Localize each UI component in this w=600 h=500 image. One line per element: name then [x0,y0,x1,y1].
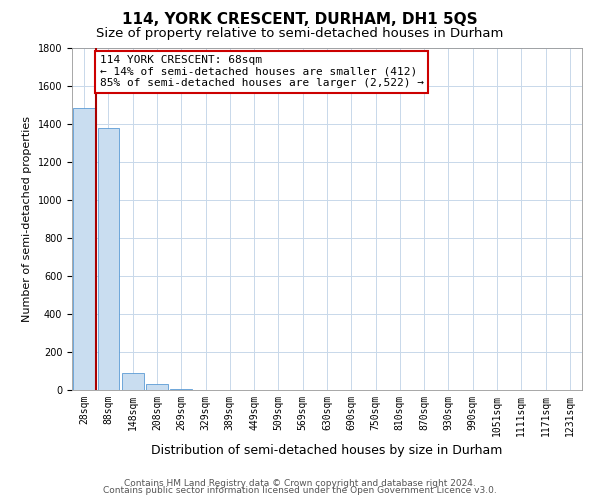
Text: Size of property relative to semi-detached houses in Durham: Size of property relative to semi-detach… [97,28,503,40]
Text: 114, YORK CRESCENT, DURHAM, DH1 5QS: 114, YORK CRESCENT, DURHAM, DH1 5QS [122,12,478,28]
Bar [97,128,119,390]
Bar [170,389,192,390]
Y-axis label: Number of semi-detached properties: Number of semi-detached properties [22,116,32,322]
Bar [146,384,168,390]
Bar [122,373,143,390]
Text: Contains HM Land Registry data © Crown copyright and database right 2024.: Contains HM Land Registry data © Crown c… [124,478,476,488]
X-axis label: Distribution of semi-detached houses by size in Durham: Distribution of semi-detached houses by … [151,444,503,458]
Bar [73,108,95,390]
Text: Contains public sector information licensed under the Open Government Licence v3: Contains public sector information licen… [103,486,497,495]
Text: 114 YORK CRESCENT: 68sqm
← 14% of semi-detached houses are smaller (412)
85% of : 114 YORK CRESCENT: 68sqm ← 14% of semi-d… [100,55,424,88]
